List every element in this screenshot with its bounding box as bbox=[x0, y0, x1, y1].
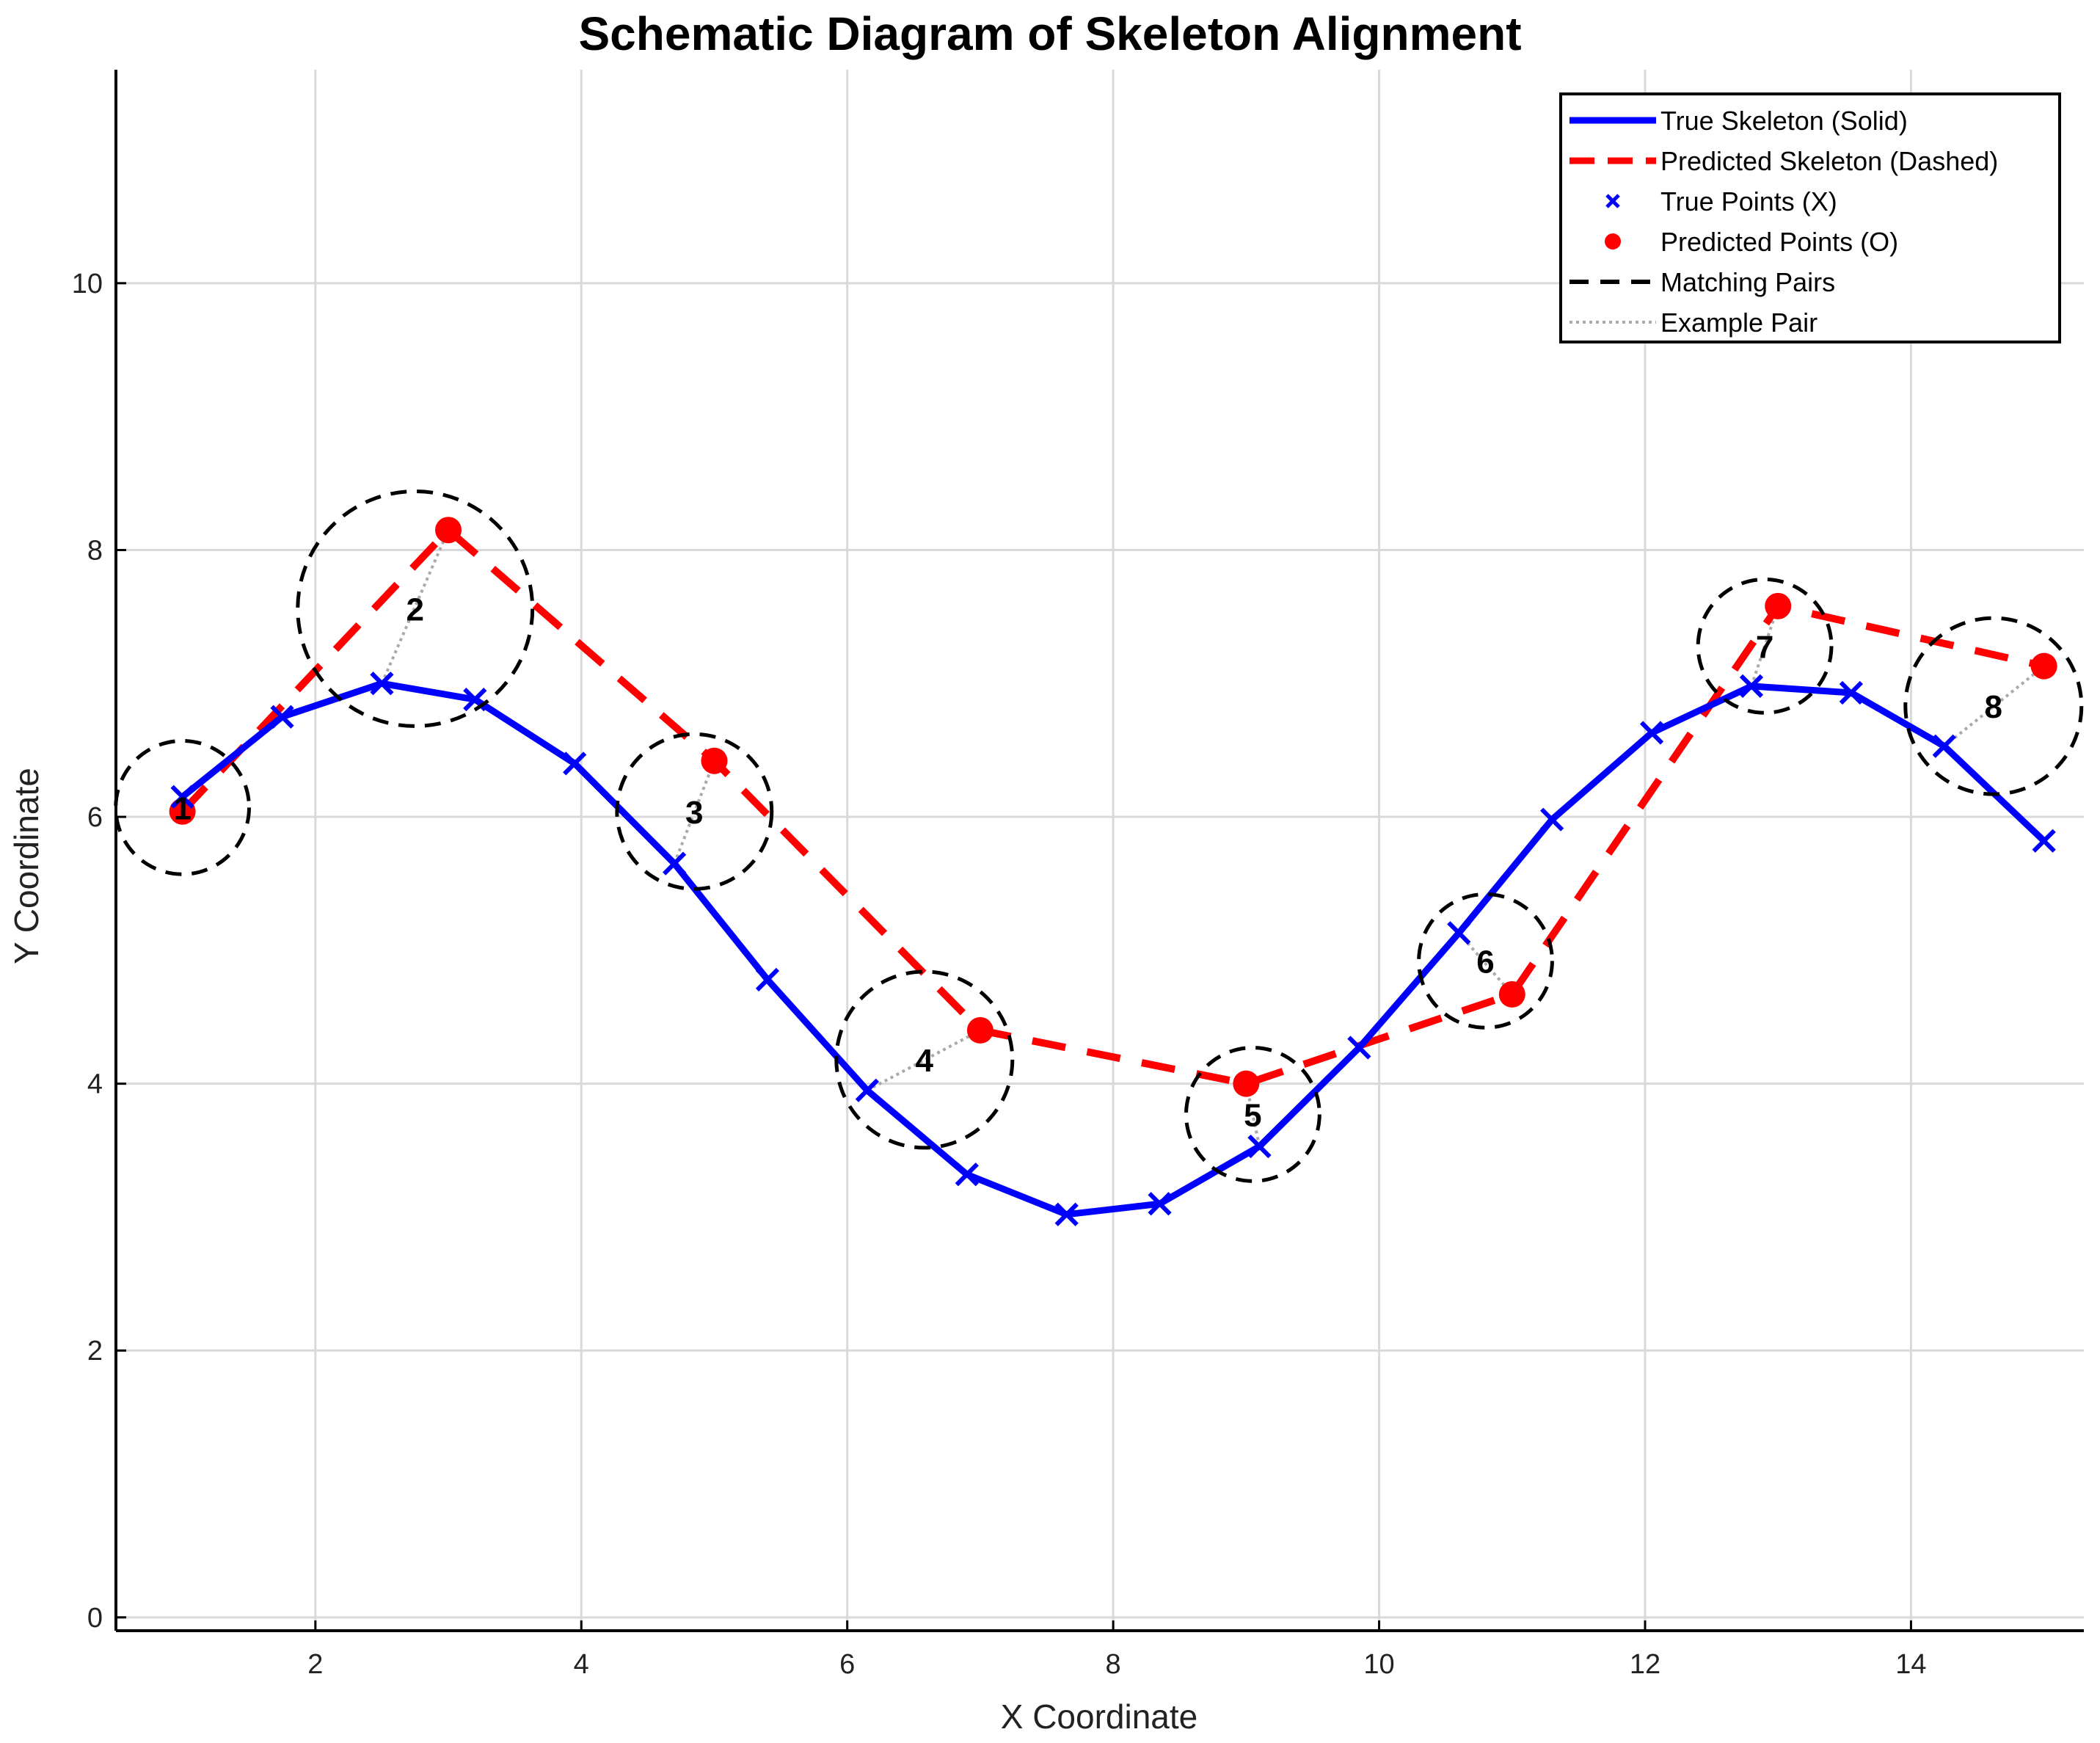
true-point-marker bbox=[370, 672, 394, 696]
matching-pair-circle bbox=[834, 969, 1015, 1150]
x-tick-label: 2 bbox=[307, 1649, 323, 1680]
predicted-skeleton-line bbox=[179, 526, 2045, 1088]
y-tick-label: 0 bbox=[87, 1603, 103, 1634]
example-pair-line bbox=[866, 1029, 981, 1092]
matching-pair-circle bbox=[1417, 892, 1554, 1030]
matching-pair-label: 5 bbox=[1244, 1097, 1261, 1133]
x-tick-label: 14 bbox=[1895, 1649, 1926, 1680]
x-tick-label: 8 bbox=[1106, 1649, 1121, 1680]
true-point-marker bbox=[955, 1162, 979, 1187]
legend-label: Predicted Skeleton (Dashed) bbox=[1660, 146, 1998, 176]
predicted-point bbox=[1233, 1070, 1260, 1097]
matching-pair-circle bbox=[114, 738, 252, 876]
legend-label: True Skeleton (Solid) bbox=[1660, 106, 1908, 136]
matching-pair-label: 8 bbox=[1985, 689, 2002, 725]
x-tick-label: 4 bbox=[574, 1649, 589, 1680]
true-point-marker bbox=[1347, 1036, 1371, 1060]
true-point-marker bbox=[1839, 680, 1863, 705]
matching-pair-labels: 1 2 3 4 5 6 7 8 bbox=[173, 592, 2002, 1133]
matching-pair-circle bbox=[1696, 577, 1834, 715]
x-tick-label: 12 bbox=[1630, 1649, 1660, 1680]
legend: True Skeleton (Solid) Predicted Skeleton … bbox=[1559, 92, 2061, 343]
y-tick-labels: 0 2 4 6 8 10 bbox=[72, 269, 126, 1634]
true-point-marker bbox=[1447, 921, 1471, 945]
matching-pair-label: 1 bbox=[173, 790, 191, 826]
predicted-point bbox=[1498, 980, 1525, 1008]
true-point-marker bbox=[170, 785, 194, 809]
x-tick-labels: 2 4 6 8 10 12 14 bbox=[307, 1620, 1927, 1680]
legend-x-marker-swatch bbox=[1605, 194, 1620, 208]
true-point-marker bbox=[855, 1078, 879, 1102]
legend-label: True Points (X) bbox=[1660, 186, 1837, 216]
predicted-point bbox=[435, 517, 462, 544]
true-point-marker bbox=[2032, 829, 2056, 853]
legend-o-marker-swatch bbox=[1605, 233, 1621, 250]
matching-pair-label: 4 bbox=[916, 1043, 934, 1079]
predicted-point bbox=[701, 747, 728, 774]
true-point-marker bbox=[563, 752, 587, 776]
y-tick-label: 2 bbox=[87, 1336, 103, 1367]
y-axis-label: Y Coordinate bbox=[7, 768, 45, 964]
true-point-marker bbox=[1247, 1134, 1272, 1159]
true-point-marker bbox=[1148, 1192, 1172, 1216]
true-point-marker bbox=[755, 967, 780, 991]
y-tick-label: 10 bbox=[72, 269, 103, 299]
x-tick-label: 6 bbox=[839, 1649, 855, 1680]
true-point-marker bbox=[1054, 1202, 1079, 1226]
legend-box bbox=[1559, 92, 2061, 343]
predicted-point bbox=[2030, 652, 2057, 680]
true-point-marker bbox=[1932, 734, 1956, 758]
predicted-point bbox=[966, 1016, 994, 1044]
example-pair-line bbox=[380, 529, 450, 685]
matching-pair-circle bbox=[615, 732, 774, 891]
true-point-marker bbox=[1739, 674, 1764, 699]
y-tick-label: 4 bbox=[87, 1069, 103, 1100]
example-pair-line bbox=[1750, 605, 1780, 687]
y-tick-label: 8 bbox=[87, 535, 103, 566]
y-tick-label: 6 bbox=[87, 802, 103, 833]
matching-pair-label: 7 bbox=[1756, 629, 1773, 665]
predicted-point bbox=[1765, 592, 1792, 619]
true-point-marker bbox=[1639, 721, 1664, 745]
legend-label: Matching Pairs bbox=[1660, 267, 1835, 297]
example-pair-line bbox=[1943, 665, 2045, 748]
x-axis-label: X Coordinate bbox=[1001, 1697, 1198, 1736]
matching-pair-circle bbox=[1903, 616, 2084, 796]
example-pair-lines bbox=[181, 529, 2045, 1147]
matching-pair-circle bbox=[1184, 1046, 1321, 1183]
legend-label: Example Pair bbox=[1660, 308, 1818, 338]
matching-pair-circles bbox=[114, 489, 2084, 1183]
true-point-marker bbox=[270, 705, 294, 729]
chart-title: Schematic Diagram of Skeleton Alignment bbox=[578, 7, 1521, 60]
axes bbox=[114, 70, 2084, 1632]
x-tick-label: 10 bbox=[1363, 1649, 1394, 1680]
true-point-marker bbox=[1540, 807, 1564, 832]
example-pair-line bbox=[673, 760, 716, 865]
matching-pair-label: 6 bbox=[1476, 944, 1494, 980]
matching-pair-label: 2 bbox=[406, 592, 423, 627]
legend-label: Predicted Points (O) bbox=[1660, 227, 1898, 257]
matching-pair-circle bbox=[296, 489, 535, 728]
matching-pair-label: 3 bbox=[685, 795, 703, 831]
true-point-marker bbox=[662, 851, 687, 876]
true-skeleton-line bbox=[180, 680, 2046, 1218]
